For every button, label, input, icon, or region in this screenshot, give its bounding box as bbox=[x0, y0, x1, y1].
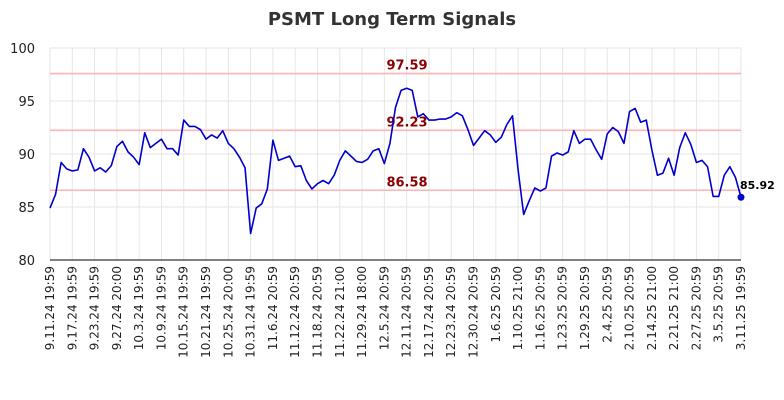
x-tick-label: 10.21.24 19:59 bbox=[199, 266, 213, 358]
x-tick-label: 3.5.25 20:59 bbox=[712, 266, 726, 343]
series bbox=[49, 87, 742, 235]
grid bbox=[49, 47, 742, 261]
x-tick-label: 12.11.24 20:59 bbox=[400, 266, 414, 358]
x-tick-label: 1.29.25 20:59 bbox=[578, 266, 592, 350]
x-tick-label: 10.3.24 19:59 bbox=[132, 266, 146, 350]
x-tick-label: 10.25.24 20:00 bbox=[221, 266, 235, 358]
y-tick-label: 90 bbox=[18, 148, 35, 163]
x-tick-label: 3.11.25 19:59 bbox=[734, 266, 748, 350]
x-tick-label: 9.17.24 19:59 bbox=[65, 266, 79, 350]
y-tick-label: 85 bbox=[18, 201, 35, 216]
x-tick-label: 11.6.24 20:59 bbox=[266, 266, 280, 350]
x-tick-label: 11.12.24 20:59 bbox=[288, 266, 302, 358]
x-tick-label: 11.18.24 20:59 bbox=[310, 266, 324, 358]
x-tick-label: 2.21.25 21:00 bbox=[667, 266, 681, 350]
x-axis-ticks: 9.11.24 19:59 9.17.24 19:59 9.23.24 19:59 9… bbox=[43, 266, 748, 358]
x-tick-label: 2.4.25 20:59 bbox=[600, 266, 614, 343]
x-tick-label: 2.27.25 20:59 bbox=[689, 266, 703, 350]
x-tick-label: 9.27.24 20:00 bbox=[110, 266, 124, 350]
x-tick-label: 1.16.25 20:59 bbox=[533, 266, 547, 350]
series-line bbox=[49, 87, 742, 235]
x-tick-label: 1.23.25 20:59 bbox=[556, 266, 570, 350]
last-value-label: 85.92 bbox=[740, 179, 775, 192]
x-tick-label: 2.14.25 21:00 bbox=[645, 266, 659, 350]
y-tick-label: 95 bbox=[18, 95, 35, 110]
last-point-group: 85.92 bbox=[737, 179, 775, 201]
x-tick-label: 9.11.24 19:59 bbox=[43, 266, 57, 350]
x-tick-label: 12.5.24 20:59 bbox=[377, 266, 391, 350]
x-tick-label: 10.9.24 19:59 bbox=[154, 266, 168, 350]
reference-line-label: 86.58 bbox=[386, 175, 427, 190]
reference-lines: 97.59 92.23 86.58 bbox=[50, 59, 741, 192]
y-axis-ticks: 80 85 90 95 100 bbox=[10, 42, 35, 269]
x-tick-label: 12.30.24 20:59 bbox=[467, 266, 481, 358]
x-tick-label: 2.10.25 20:59 bbox=[623, 266, 637, 350]
x-tick-label: 9.23.24 19:59 bbox=[88, 266, 102, 350]
chart-title: PSMT Long Term Signals bbox=[268, 9, 516, 30]
x-tick-label: 10.31.24 19:59 bbox=[244, 266, 258, 358]
reference-line-label: 92.23 bbox=[386, 115, 427, 130]
x-tick-label: 12.23.24 20:59 bbox=[444, 266, 458, 358]
x-tick-label: 1.10.25 21:00 bbox=[511, 266, 525, 350]
last-point bbox=[737, 193, 745, 201]
y-tick-label: 100 bbox=[10, 42, 35, 57]
x-tick-label: 12.17.24 20:59 bbox=[422, 266, 436, 358]
y-tick-label: 80 bbox=[18, 254, 35, 269]
x-tick-label: 1.6.25 20:59 bbox=[489, 266, 503, 343]
x-tick-label: 10.15.24 19:59 bbox=[177, 266, 191, 358]
x-tick-label: 11.22.24 21:00 bbox=[333, 266, 347, 358]
x-tick-label: 11.29.24 18:00 bbox=[355, 266, 369, 358]
reference-line-label: 97.59 bbox=[386, 59, 427, 74]
